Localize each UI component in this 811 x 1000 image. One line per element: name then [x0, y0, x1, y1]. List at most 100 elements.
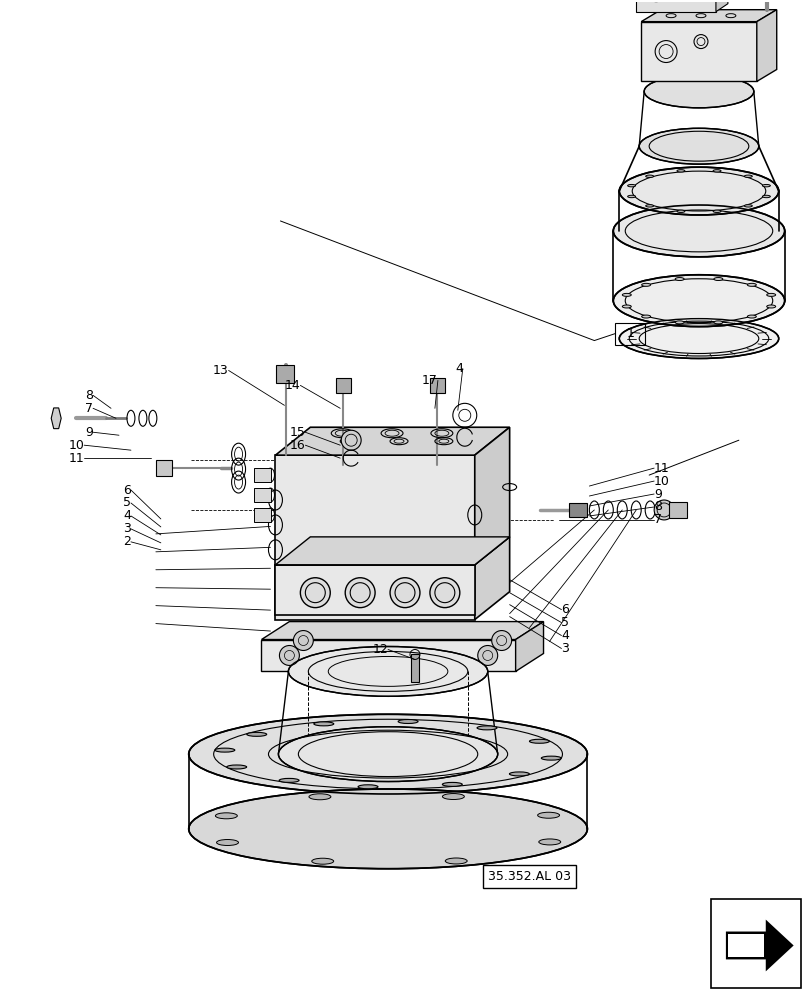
Circle shape	[477, 646, 497, 665]
Text: 16: 16	[290, 439, 305, 452]
Ellipse shape	[712, 210, 720, 212]
Circle shape	[491, 631, 511, 650]
Polygon shape	[641, 10, 776, 22]
Bar	[276, 365, 294, 383]
Ellipse shape	[641, 283, 650, 286]
Text: 14: 14	[285, 379, 300, 392]
Ellipse shape	[308, 794, 330, 800]
Ellipse shape	[508, 772, 529, 776]
Bar	[710, 899, 800, 988]
Ellipse shape	[654, 500, 673, 520]
Polygon shape	[275, 565, 474, 615]
Polygon shape	[641, 22, 756, 81]
Polygon shape	[515, 622, 543, 671]
Text: 10: 10	[68, 439, 84, 452]
Polygon shape	[51, 408, 61, 429]
Text: 6: 6	[123, 484, 131, 497]
Polygon shape	[727, 934, 763, 957]
Ellipse shape	[278, 727, 497, 782]
Ellipse shape	[429, 578, 459, 608]
Ellipse shape	[621, 293, 630, 296]
Text: 5: 5	[122, 496, 131, 509]
Ellipse shape	[766, 305, 775, 308]
Ellipse shape	[712, 170, 720, 172]
Bar	[569, 503, 586, 517]
Ellipse shape	[713, 278, 722, 281]
Polygon shape	[261, 622, 543, 640]
Ellipse shape	[676, 170, 684, 172]
Ellipse shape	[345, 578, 375, 608]
Text: 3: 3	[560, 642, 569, 655]
Circle shape	[341, 430, 361, 450]
Text: 11: 11	[68, 452, 84, 465]
Polygon shape	[756, 10, 776, 81]
Ellipse shape	[217, 840, 238, 845]
Bar	[253, 488, 271, 502]
Bar	[668, 502, 686, 518]
Polygon shape	[275, 565, 474, 620]
Bar	[410, 654, 418, 682]
Polygon shape	[474, 537, 509, 620]
Ellipse shape	[643, 75, 753, 108]
Ellipse shape	[314, 722, 333, 726]
Ellipse shape	[641, 315, 650, 318]
Bar	[253, 508, 271, 522]
Ellipse shape	[442, 794, 464, 800]
Ellipse shape	[612, 275, 783, 327]
Text: 9: 9	[654, 488, 661, 501]
Bar	[253, 468, 271, 482]
Text: 4: 4	[123, 509, 131, 522]
Text: 5: 5	[560, 616, 569, 629]
Ellipse shape	[627, 184, 635, 187]
Text: 11: 11	[654, 462, 669, 475]
Ellipse shape	[477, 726, 496, 730]
Ellipse shape	[744, 175, 751, 177]
Ellipse shape	[188, 789, 586, 869]
Polygon shape	[715, 0, 727, 12]
Ellipse shape	[279, 778, 298, 782]
Ellipse shape	[397, 719, 418, 723]
Polygon shape	[275, 427, 509, 455]
Ellipse shape	[746, 315, 755, 318]
Ellipse shape	[358, 785, 378, 789]
Text: 4: 4	[454, 362, 462, 375]
Text: 3: 3	[123, 522, 131, 535]
Polygon shape	[725, 920, 792, 971]
Ellipse shape	[645, 175, 653, 177]
Ellipse shape	[529, 739, 549, 743]
Ellipse shape	[539, 839, 560, 845]
Bar	[615, 323, 645, 345]
Ellipse shape	[676, 210, 684, 212]
Text: 17: 17	[422, 374, 437, 387]
Polygon shape	[275, 455, 474, 565]
Ellipse shape	[713, 321, 722, 324]
Ellipse shape	[612, 205, 783, 257]
Text: 9: 9	[85, 426, 93, 439]
Text: 10: 10	[654, 475, 669, 488]
Text: 35.352.AL 03: 35.352.AL 03	[487, 870, 570, 883]
Ellipse shape	[638, 128, 757, 164]
Ellipse shape	[762, 195, 770, 198]
Polygon shape	[275, 537, 509, 565]
Ellipse shape	[215, 748, 234, 752]
Text: 8: 8	[654, 500, 661, 513]
Ellipse shape	[627, 195, 635, 198]
Circle shape	[279, 646, 299, 665]
Ellipse shape	[226, 765, 247, 769]
Text: 12: 12	[372, 643, 388, 656]
Circle shape	[293, 631, 313, 650]
Polygon shape	[636, 0, 715, 12]
Ellipse shape	[621, 305, 630, 308]
Polygon shape	[261, 640, 515, 671]
Ellipse shape	[762, 184, 770, 187]
Ellipse shape	[288, 646, 487, 696]
Text: 15: 15	[289, 426, 305, 439]
Polygon shape	[474, 427, 509, 565]
Ellipse shape	[247, 732, 266, 736]
Text: 7: 7	[654, 513, 661, 526]
Ellipse shape	[311, 858, 333, 864]
Ellipse shape	[389, 578, 419, 608]
Text: 13: 13	[212, 364, 229, 377]
Text: 1: 1	[625, 327, 633, 340]
Ellipse shape	[444, 858, 466, 864]
